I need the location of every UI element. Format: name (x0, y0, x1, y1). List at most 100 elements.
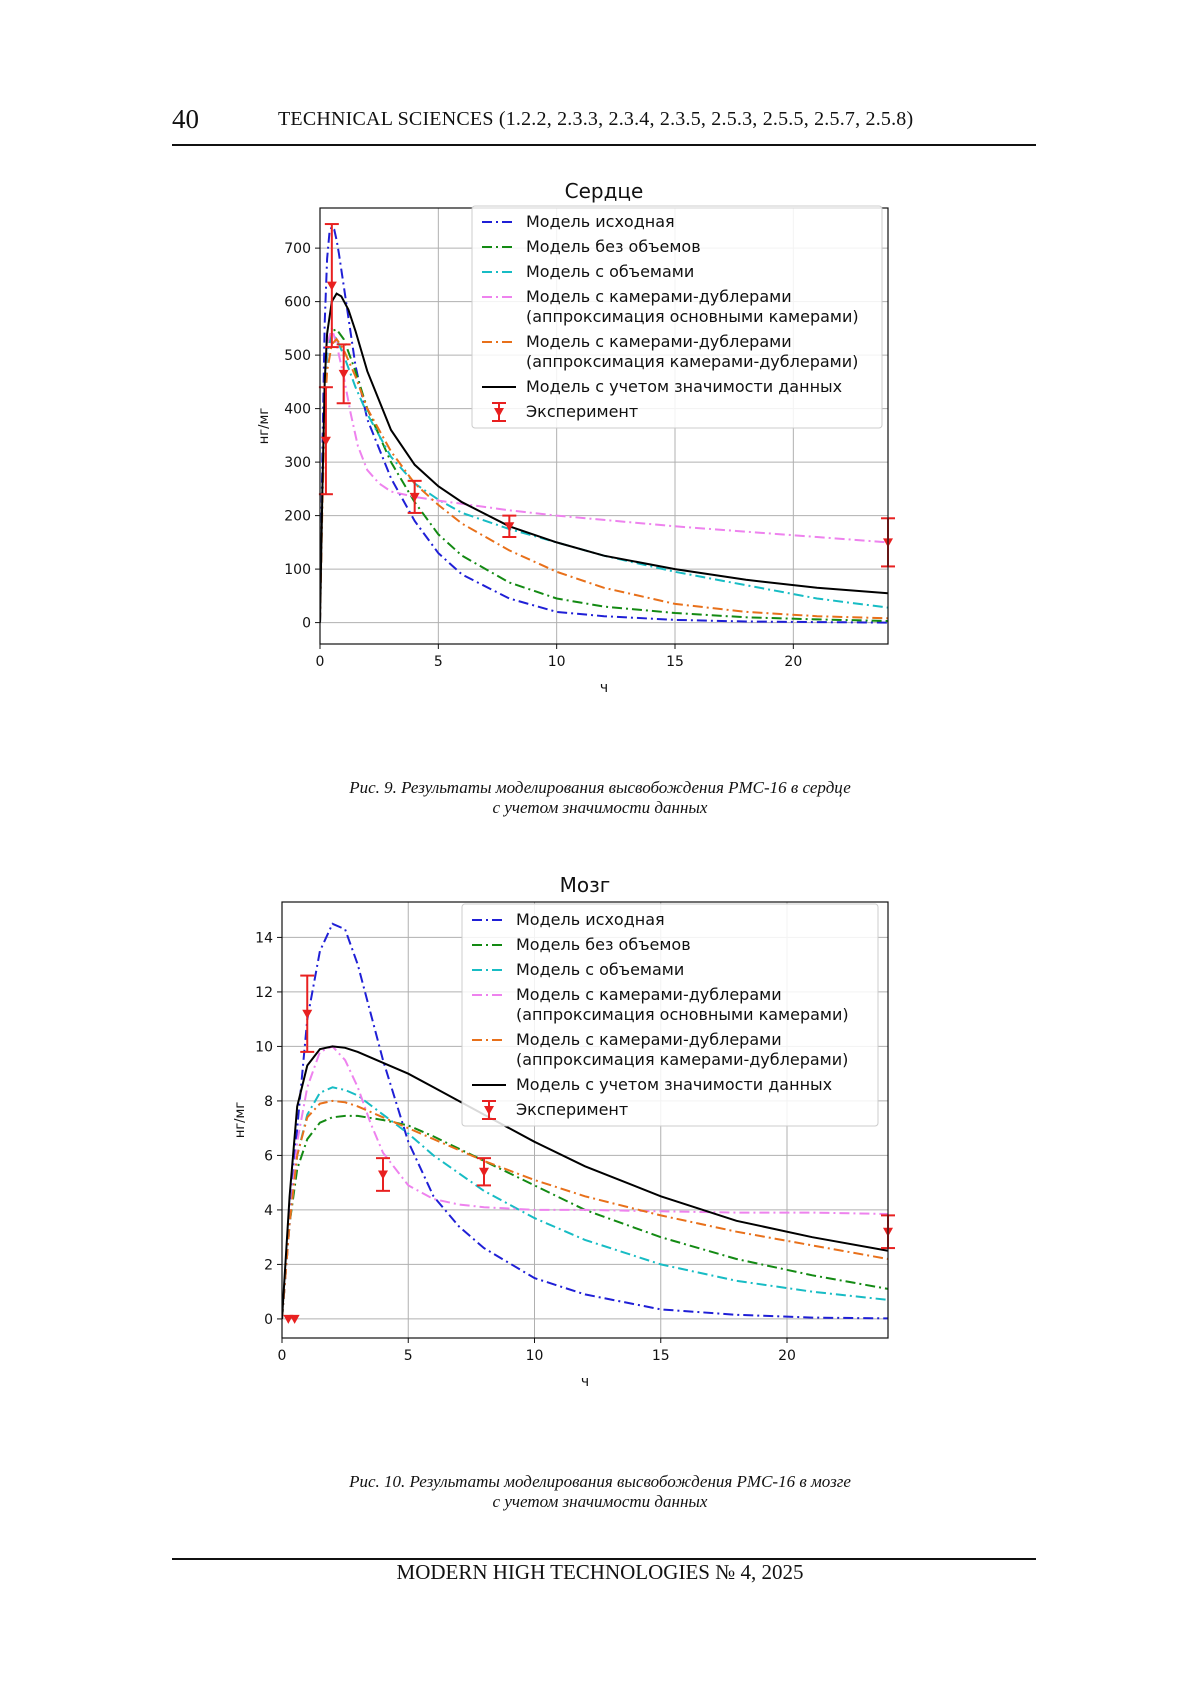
y-tick-label: 100 (284, 562, 311, 578)
x-tick-label: 5 (434, 654, 443, 670)
legend-experiment-marker (484, 1106, 494, 1115)
experiment-marker (302, 1009, 313, 1019)
figure-10-caption: Рис. 10. Результаты моделирования высвоб… (0, 1472, 1200, 1512)
experiment-marker (479, 1167, 489, 1177)
plot-frame (281, 901, 889, 1339)
experiment-marker (289, 1314, 300, 1324)
x-tick-label: 10 (526, 1348, 544, 1364)
figure-9-caption: Рис. 9. Результаты моделирования высвобо… (0, 778, 1200, 818)
y-tick-label: 500 (284, 348, 311, 364)
x-tick-label: 20 (784, 654, 802, 670)
figure-9-caption-line2: с учетом значимости данных (492, 798, 708, 817)
y-tick-label: 8 (264, 1094, 273, 1110)
series-line-1 (320, 328, 888, 623)
legend-label-4: Модель с камерами-дублерами (526, 332, 792, 351)
experiment-point (477, 1157, 491, 1187)
experiment-point (289, 1314, 300, 1324)
legend-label-3: (аппроксимация основными камерами) (526, 307, 859, 326)
experiment-point (318, 386, 333, 496)
plot-area (320, 224, 888, 624)
series-line-2 (282, 1086, 888, 1319)
legend-label-3: Модель с камерами-дублерами (516, 985, 782, 1004)
x-axis-label: ч (600, 680, 608, 696)
y-tick-label: 6 (264, 1148, 273, 1164)
experiment-marker (320, 436, 331, 446)
experiment-marker (409, 492, 420, 502)
y-tick-label: 10 (255, 1039, 273, 1055)
legend: Модель исходная Модель без объемов Модель … (461, 903, 879, 1127)
y-tick-label: 14 (255, 930, 273, 946)
experiment-point (376, 1157, 390, 1192)
y-tick-label: 700 (284, 241, 311, 257)
chart-title: Мозг (560, 873, 611, 897)
legend-label-5: Модель с учетом значимости данных (516, 1075, 832, 1094)
legend-label-2: Модель с объемами (526, 262, 694, 281)
brain-chart: Мозг 0 5 10 15 20 0 2 4 6 8 10 12 14 ч нг/мг Модель исхо… (233, 873, 895, 1390)
series-line-5 (320, 292, 888, 623)
y-tick-label: 200 (284, 509, 311, 525)
footer-divider (172, 1558, 1036, 1560)
experiment-marker (378, 1170, 388, 1180)
legend-experiment-swatch (482, 1100, 496, 1120)
legend-label-2: Модель с объемами (516, 960, 684, 979)
experiment-point (502, 514, 517, 539)
x-tick-label: 10 (548, 654, 566, 670)
x-tick-label: 5 (404, 1348, 413, 1364)
x-tick-label: 20 (778, 1348, 796, 1364)
experiment-point (300, 974, 315, 1053)
legend-experiment-swatch (492, 402, 506, 422)
y-tick-label: 0 (264, 1312, 273, 1328)
figure-10-caption-line2: с учетом значимости данных (492, 1492, 708, 1511)
legend-label-4: (аппроксимация камерами-дублерами) (526, 352, 858, 371)
legend-label-1: Модель без объемов (516, 935, 691, 954)
legend-label-5: Модель с учетом значимости данных (526, 377, 842, 396)
series-line-4 (320, 337, 888, 623)
y-tick-label: 12 (255, 985, 273, 1001)
y-tick-label: 400 (284, 402, 311, 418)
y-tick-label: 2 (264, 1257, 273, 1273)
y-axis-label: нг/мг (233, 1102, 248, 1139)
chart-title: Сердце (565, 179, 644, 203)
experiment-point (407, 479, 422, 514)
series-line-0 (320, 224, 888, 624)
y-tick-label: 4 (264, 1203, 273, 1219)
legend-label-0: Модель исходная (526, 212, 675, 231)
legend-label-experiment: Эксперимент (516, 1100, 628, 1119)
series-line-4 (282, 1099, 888, 1319)
page-header: 40 TECHNICAL SCIENCES (1.2.2, 2.3.3, 2.3… (172, 104, 1036, 146)
experiment-point (283, 1314, 294, 1324)
experiment-marker (338, 369, 349, 379)
series-line-3 (282, 1045, 888, 1319)
legend-label-experiment: Эксперимент (526, 402, 638, 421)
page-number: 40 (172, 104, 199, 134)
figure-9-caption-line1: Рис. 9. Результаты моделирования высвобо… (349, 778, 851, 797)
series-line-3 (320, 324, 888, 623)
plot-area (282, 922, 888, 1320)
x-tick-label: 15 (652, 1348, 670, 1364)
legend-label-3: Модель с камерами-дублерами (526, 287, 792, 306)
experiment-marker (504, 522, 515, 532)
experiment-point (324, 223, 339, 349)
series-line-1 (282, 1114, 888, 1319)
experiment-marker (326, 281, 337, 291)
series-line-5 (282, 1045, 888, 1319)
y-tick-label: 0 (302, 616, 311, 632)
page-footer: MODERN HIGH TECHNOLOGIES № 4, 2025 (396, 1560, 804, 1584)
y-tick-label: 600 (284, 295, 311, 311)
figure-10-caption-line1: Рис. 10. Результаты моделирования высвоб… (349, 1472, 851, 1491)
legend-box (461, 903, 879, 1127)
legend-experiment-marker (494, 408, 504, 417)
x-axis-label: ч (581, 1374, 589, 1390)
journal-title: TECHNICAL SCIENCES (1.2.2, 2.3.3, 2.3.4,… (278, 108, 914, 130)
legend-label-0: Модель исходная (516, 910, 665, 929)
x-tick-label: 0 (278, 1348, 287, 1364)
x-tick-label: 0 (316, 654, 325, 670)
legend: Модель исходная Модель без объемов Модель … (471, 205, 883, 429)
legend-box (471, 205, 883, 429)
legend-label-4: Модель с камерами-дублерами (516, 1030, 782, 1049)
y-tick-label: 300 (284, 455, 311, 471)
legend-label-1: Модель без объемов (526, 237, 701, 256)
x-tick-label: 15 (666, 654, 684, 670)
experiment-marker (283, 1314, 294, 1324)
